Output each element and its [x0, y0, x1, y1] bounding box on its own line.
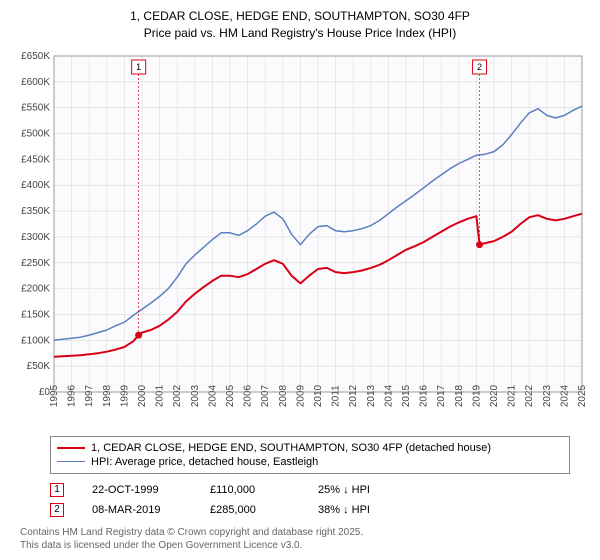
- svg-text:1: 1: [136, 62, 141, 72]
- svg-text:£600K: £600K: [21, 76, 50, 87]
- svg-text:2018: 2018: [454, 384, 465, 407]
- svg-text:2008: 2008: [278, 384, 289, 407]
- svg-text:£100K: £100K: [21, 335, 50, 346]
- svg-text:2015: 2015: [401, 384, 412, 407]
- legend-swatch: [57, 447, 85, 449]
- svg-text:2013: 2013: [366, 384, 377, 407]
- svg-text:2: 2: [477, 62, 482, 72]
- svg-text:£450K: £450K: [21, 154, 50, 165]
- svg-text:2011: 2011: [331, 384, 342, 406]
- svg-text:2007: 2007: [260, 384, 271, 407]
- svg-text:£300K: £300K: [21, 232, 50, 243]
- svg-text:£150K: £150K: [21, 309, 50, 320]
- svg-text:1996: 1996: [67, 384, 78, 407]
- legend-label: 1, CEDAR CLOSE, HEDGE END, SOUTHAMPTON, …: [91, 442, 491, 454]
- svg-text:2019: 2019: [471, 384, 482, 407]
- transaction-price: £285,000: [210, 504, 290, 516]
- transaction-delta: 25% ↓ HPI: [318, 484, 398, 496]
- footer-attribution: Contains HM Land Registry data © Crown c…: [20, 526, 590, 552]
- svg-text:1997: 1997: [84, 384, 95, 407]
- legend-row-0: 1, CEDAR CLOSE, HEDGE END, SOUTHAMPTON, …: [57, 441, 563, 455]
- svg-text:2022: 2022: [524, 384, 535, 407]
- svg-text:£50K: £50K: [27, 361, 51, 372]
- transaction-row-1: 1 22-OCT-1999 £110,000 25% ↓ HPI: [50, 480, 590, 500]
- svg-text:£650K: £650K: [21, 51, 50, 62]
- transaction-date: 22-OCT-1999: [92, 484, 182, 496]
- svg-text:2025: 2025: [577, 384, 588, 407]
- svg-text:£400K: £400K: [21, 180, 50, 191]
- legend: 1, CEDAR CLOSE, HEDGE END, SOUTHAMPTON, …: [50, 436, 570, 474]
- svg-text:2012: 2012: [348, 384, 359, 407]
- svg-text:2002: 2002: [172, 384, 183, 407]
- svg-text:1995: 1995: [49, 384, 60, 407]
- chart-title: 1, CEDAR CLOSE, HEDGE END, SOUTHAMPTON, …: [10, 8, 590, 42]
- svg-text:2006: 2006: [243, 384, 254, 407]
- svg-text:1998: 1998: [102, 384, 113, 407]
- svg-text:2023: 2023: [542, 384, 553, 407]
- svg-text:1999: 1999: [119, 384, 130, 407]
- marker-point-1: [135, 331, 142, 338]
- transaction-marker: 2: [50, 503, 64, 517]
- svg-text:2004: 2004: [207, 384, 218, 407]
- svg-text:£250K: £250K: [21, 257, 50, 268]
- transaction-price: £110,000: [210, 484, 290, 496]
- footer-line1: Contains HM Land Registry data © Crown c…: [20, 526, 590, 539]
- title-line2: Price paid vs. HM Land Registry's House …: [10, 25, 590, 42]
- svg-text:2014: 2014: [383, 384, 394, 407]
- transaction-marker: 1: [50, 483, 64, 497]
- svg-text:2005: 2005: [225, 384, 236, 407]
- transaction-table: 1 22-OCT-1999 £110,000 25% ↓ HPI 2 08-MAR-201…: [50, 480, 590, 520]
- svg-text:2021: 2021: [507, 384, 518, 407]
- footer-line2: This data is licensed under the Open Gov…: [20, 539, 590, 552]
- svg-text:2017: 2017: [436, 384, 447, 407]
- price-chart: £0£50K£100K£150K£200K£250K£300K£350K£400…: [10, 48, 590, 428]
- svg-text:2000: 2000: [137, 384, 148, 407]
- title-line1: 1, CEDAR CLOSE, HEDGE END, SOUTHAMPTON, …: [10, 8, 590, 25]
- svg-text:2024: 2024: [559, 384, 570, 407]
- svg-text:2009: 2009: [295, 384, 306, 407]
- svg-text:2020: 2020: [489, 384, 500, 407]
- svg-text:2003: 2003: [190, 384, 201, 407]
- legend-swatch: [57, 461, 85, 463]
- legend-row-1: HPI: Average price, detached house, East…: [57, 455, 563, 469]
- transaction-row-2: 2 08-MAR-2019 £285,000 38% ↓ HPI: [50, 500, 590, 520]
- svg-text:£350K: £350K: [21, 206, 50, 217]
- transaction-date: 08-MAR-2019: [92, 504, 182, 516]
- svg-text:2016: 2016: [419, 384, 430, 407]
- svg-text:£500K: £500K: [21, 128, 50, 139]
- svg-text:2010: 2010: [313, 384, 324, 407]
- svg-text:£200K: £200K: [21, 283, 50, 294]
- svg-text:2001: 2001: [155, 384, 166, 407]
- svg-text:£550K: £550K: [21, 102, 50, 113]
- legend-label: HPI: Average price, detached house, East…: [91, 456, 318, 468]
- marker-point-2: [476, 241, 483, 248]
- transaction-delta: 38% ↓ HPI: [318, 504, 398, 516]
